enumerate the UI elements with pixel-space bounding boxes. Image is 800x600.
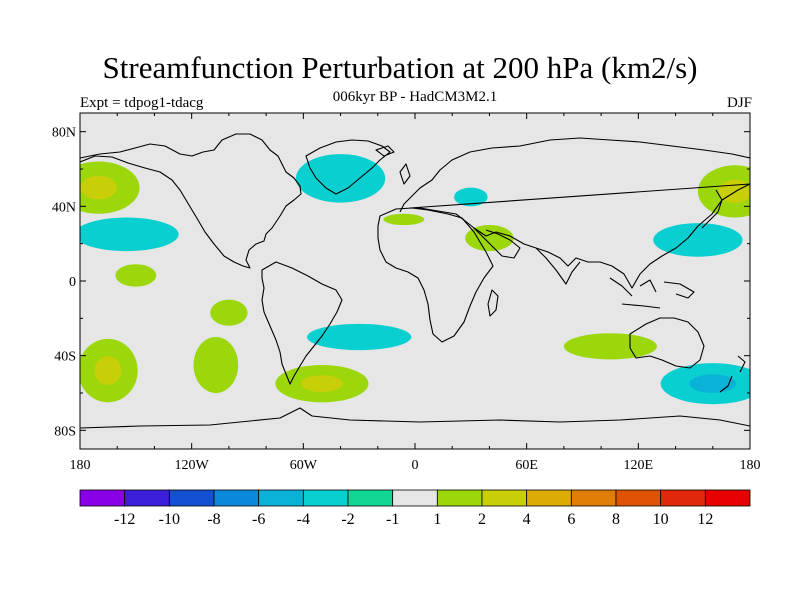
y-tick-label-1: 40N	[52, 200, 76, 215]
x-tick-label-6: 180	[740, 458, 761, 473]
anomaly-region-2	[80, 217, 179, 252]
colorbar-swatch-3	[213, 489, 260, 507]
colorbar-label-1: -10	[159, 511, 180, 528]
coastline-africa	[377, 207, 494, 343]
coastline-antarctica	[80, 407, 750, 429]
colorbar-swatch-0	[79, 489, 126, 507]
colorbar-swatch-12	[615, 489, 662, 507]
coastline-new-zealand	[719, 355, 746, 393]
colorbar-label-4: -4	[297, 511, 310, 528]
map-background	[80, 113, 750, 449]
coastline-north-america	[80, 133, 302, 269]
anomaly-core-10	[94, 356, 122, 385]
colorbar-label-11: 8	[612, 511, 620, 528]
colorbar-label-12: 10	[653, 511, 669, 528]
anomaly-core-12	[301, 375, 343, 393]
colorbar-label-9: 4	[523, 511, 531, 528]
colorbar-swatch-2	[168, 489, 215, 507]
coastline-arabia	[473, 227, 521, 259]
colorbar-label-10: 6	[567, 511, 575, 528]
x-tick-label-5: 120E	[624, 458, 654, 473]
colorbar-label-13: 12	[697, 511, 713, 528]
colorbar-label-0: -12	[114, 511, 135, 528]
y-tick-label-0: 80N	[52, 126, 76, 141]
y-tick-label-4: 80S	[54, 424, 76, 439]
anomaly-region-9	[210, 299, 248, 326]
colorbar-swatch-1	[124, 489, 170, 507]
anomaly-core-0	[80, 175, 118, 200]
coastline-eurasia	[399, 137, 750, 289]
colorbar-swatch-8	[436, 489, 483, 507]
coastline-maritime-continent	[609, 277, 695, 309]
coastline-japan	[701, 189, 723, 229]
colorbar-swatch-11	[570, 489, 617, 507]
anomaly-region-14	[563, 333, 657, 360]
x-tick-label-1: 120W	[175, 458, 210, 473]
colorbar-swatch-13	[660, 489, 706, 507]
y-tick-label-2: 0	[69, 275, 76, 290]
coastline-australia	[629, 317, 705, 369]
chart-title: Streamfunction Perturbation at 200 hPa (…	[102, 50, 698, 85]
anomaly-region-5	[454, 187, 488, 207]
coastline-iceland	[375, 145, 395, 157]
colorbar-swatch-4	[258, 489, 304, 507]
anomaly-region-13	[307, 323, 412, 351]
x-tick-label-3: 0	[412, 458, 419, 473]
colorbar-swatch-10	[526, 489, 572, 507]
coastline-british-isles	[399, 163, 411, 185]
x-tick-label-2: 60W	[290, 458, 318, 473]
x-tick-label-0: 180	[70, 458, 91, 473]
colorbar-swatch-6	[347, 489, 394, 507]
y-tick-label-3: 40S	[54, 350, 76, 365]
anomaly-region-3	[653, 223, 743, 257]
colorbar-swatch-7	[392, 489, 438, 507]
chart-subtitle: 006kyr BP - HadCM3M2.1	[332, 89, 498, 105]
coastline-madagascar	[487, 289, 499, 317]
colorbar-label-7: 1	[433, 511, 441, 528]
coastline-india	[535, 247, 581, 285]
coastline-south-america	[261, 261, 343, 385]
colorbar-label-2: -8	[207, 511, 220, 528]
experiment-label: Expt = tdpog1-tdacg	[80, 95, 204, 111]
season-label: DJF	[726, 95, 752, 111]
colorbar-swatch-9	[481, 489, 528, 507]
anomaly-region-8	[115, 264, 157, 287]
colorbar-label-5: -2	[341, 511, 354, 528]
colorbar-label-3: -6	[252, 511, 265, 528]
colorbar-swatch-5	[302, 489, 349, 507]
anomaly-core-4	[324, 169, 357, 187]
x-tick-label-4: 60E	[515, 458, 538, 473]
anomaly-region-11	[193, 337, 239, 393]
coastline-greenland	[305, 139, 391, 195]
colorbar-label-6: -1	[386, 511, 399, 528]
anomaly-region-6	[383, 213, 425, 225]
colorbar-swatch-14	[704, 489, 751, 507]
colorbar-label-8: 2	[478, 511, 486, 528]
